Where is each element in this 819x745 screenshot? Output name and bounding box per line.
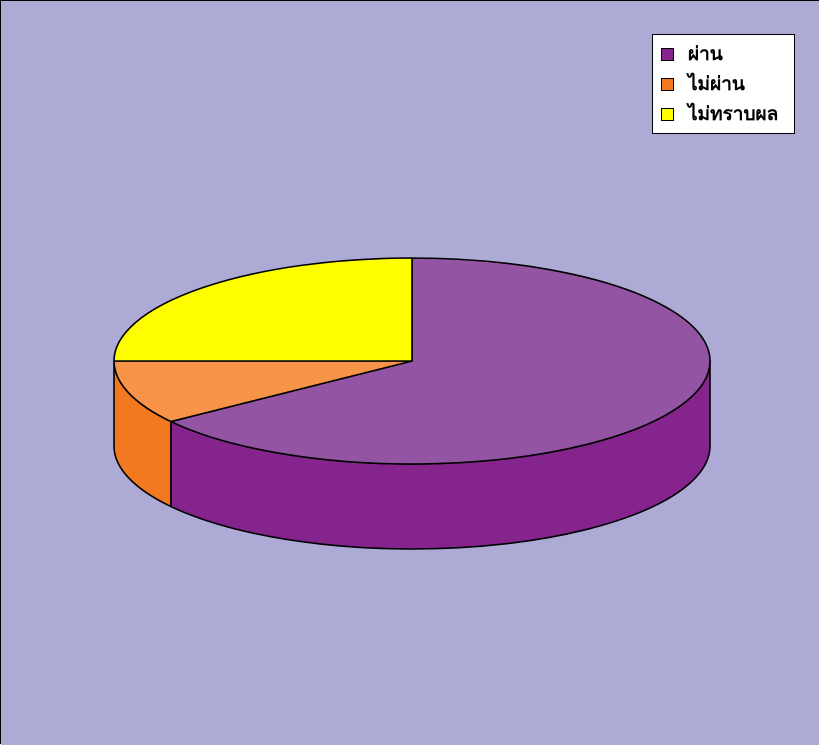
legend: ผ่าน ไม่ผ่าน ไม่ทราบผล (652, 34, 795, 134)
legend-label-unknown: ไม่ทราบผล (688, 102, 779, 125)
pie-group (113, 257, 711, 550)
pie-slice-fail (113, 360, 413, 423)
legend-item-unknown: ไม่ทราบผล (661, 99, 788, 129)
pie-slice-pass (170, 257, 711, 465)
legend-swatch-unknown (661, 107, 674, 121)
legend-label-fail: ไม่ผ่าน (688, 72, 745, 95)
legend-swatch-fail (661, 77, 674, 91)
legend-item-fail: ไม่ผ่าน (661, 69, 788, 99)
legend-item-pass: ผ่าน (661, 39, 788, 69)
legend-label-pass: ผ่าน (688, 42, 723, 65)
legend-swatch-pass (661, 47, 674, 61)
pie-slice-unknown (113, 257, 413, 362)
